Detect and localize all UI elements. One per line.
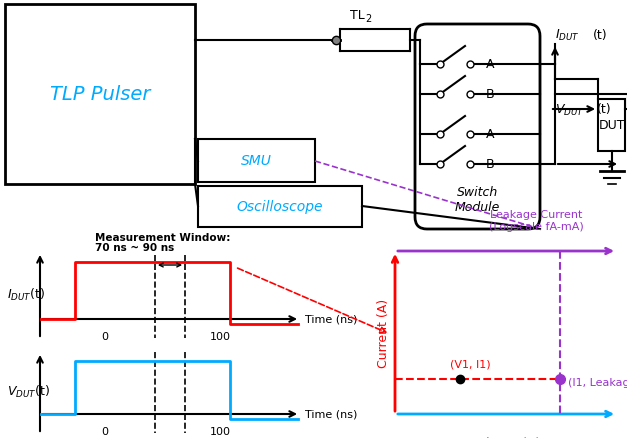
Text: $V_{DUT}$(t): $V_{DUT}$(t) <box>7 383 50 399</box>
Text: DUT: DUT <box>598 119 624 132</box>
FancyBboxPatch shape <box>198 187 362 227</box>
Text: TL: TL <box>350 9 365 22</box>
FancyBboxPatch shape <box>198 140 315 183</box>
Text: (t): (t) <box>593 28 608 42</box>
FancyBboxPatch shape <box>5 5 195 184</box>
FancyBboxPatch shape <box>598 100 625 152</box>
Text: B: B <box>486 158 494 171</box>
Text: Leakage Current
(Logscale fA-mA): Leakage Current (Logscale fA-mA) <box>488 210 583 231</box>
Text: Measurement Window:: Measurement Window: <box>95 233 230 243</box>
Text: Oscilloscope: Oscilloscope <box>237 200 324 214</box>
Text: Current (A): Current (A) <box>376 298 389 367</box>
Text: TLP Pulser: TLP Pulser <box>50 85 150 104</box>
Text: 0: 0 <box>102 331 108 341</box>
Text: 70 ns ~ 90 ns: 70 ns ~ 90 ns <box>95 243 174 252</box>
Text: 2: 2 <box>365 14 371 24</box>
Text: 100: 100 <box>209 426 231 436</box>
Text: 100: 100 <box>209 331 231 341</box>
Text: (t): (t) <box>597 103 611 116</box>
Text: (I1, Leakage1): (I1, Leakage1) <box>568 377 627 387</box>
Text: $I_{DUT}$(t): $I_{DUT}$(t) <box>7 286 45 302</box>
Text: Time (ns): Time (ns) <box>305 409 357 419</box>
FancyBboxPatch shape <box>415 25 540 230</box>
Text: 0: 0 <box>102 426 108 436</box>
Text: A: A <box>486 128 494 141</box>
Text: B: B <box>486 88 494 101</box>
Text: Time (ns): Time (ns) <box>305 314 357 324</box>
Text: A: A <box>486 58 494 71</box>
Text: (V1, I1): (V1, I1) <box>450 359 490 369</box>
Text: Voltage (V): Voltage (V) <box>472 436 540 438</box>
Text: $V_{DUT}$: $V_{DUT}$ <box>555 102 584 117</box>
Text: SMU: SMU <box>241 154 272 168</box>
Text: $I_{DUT}$: $I_{DUT}$ <box>555 28 580 42</box>
Text: Switch
Module: Switch Module <box>455 186 500 213</box>
